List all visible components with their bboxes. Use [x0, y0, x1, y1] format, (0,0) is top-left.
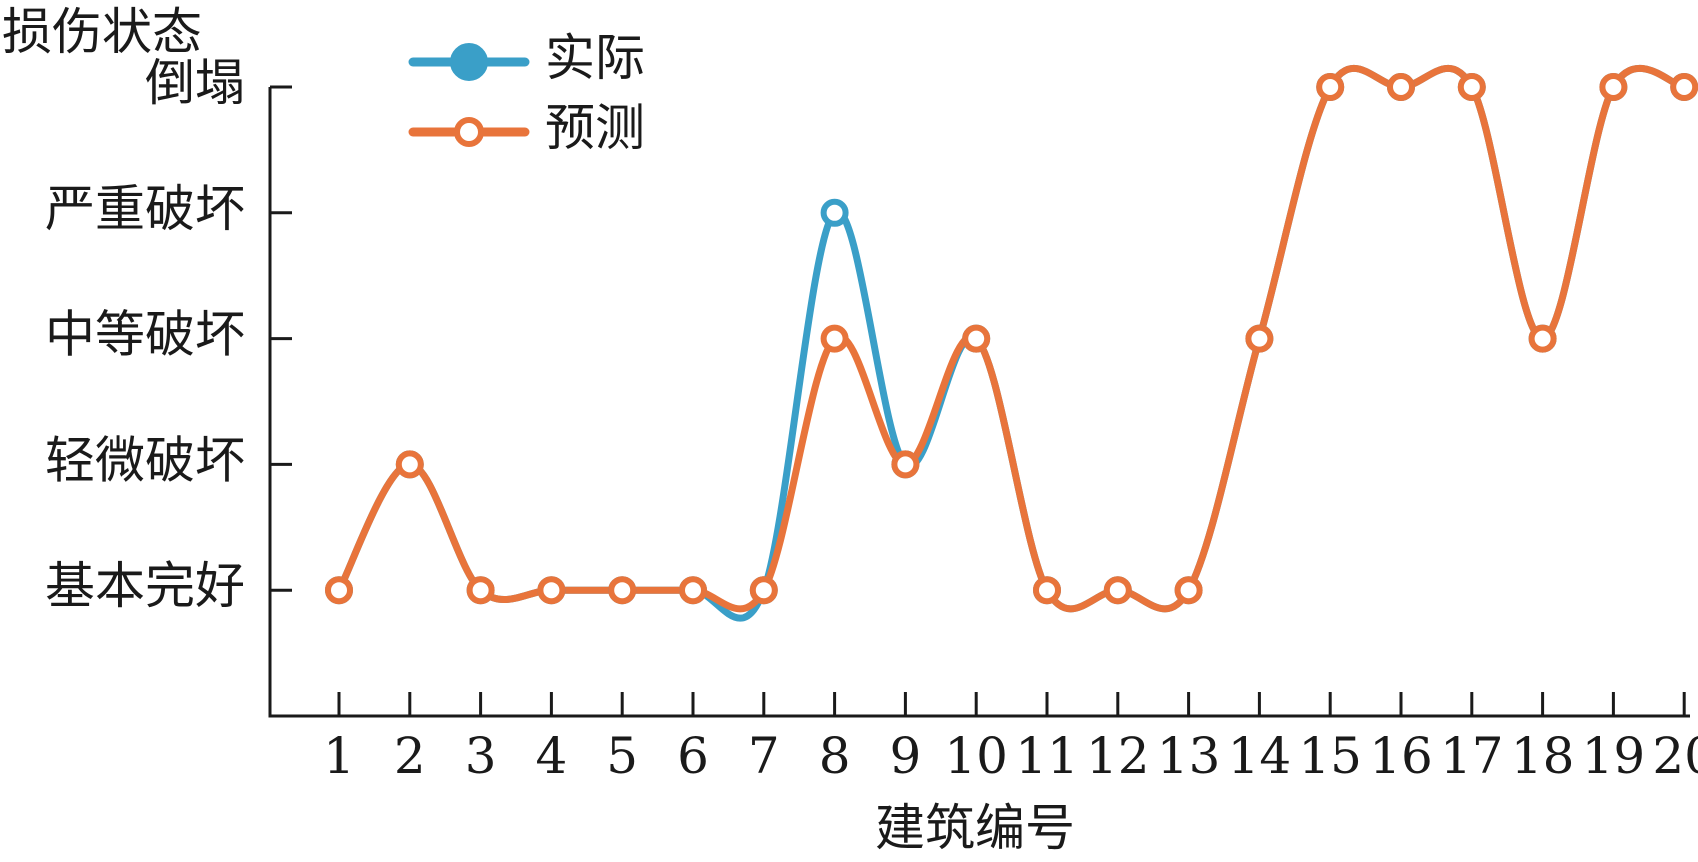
data-point [820, 324, 849, 353]
x-tick-label: 17 [1440, 727, 1504, 785]
series-line [335, 64, 1688, 613]
data-point [820, 198, 849, 227]
x-tick-label: 7 [748, 727, 780, 785]
x-tick-label: 19 [1582, 727, 1646, 785]
x-tick-label: 15 [1298, 727, 1362, 785]
x-tick-label: 13 [1157, 727, 1221, 785]
x-tick-label: 9 [889, 727, 921, 785]
y-tick-label: 基本完好 [45, 557, 245, 615]
legend-label: 预测 [545, 99, 645, 157]
data-point [1033, 576, 1061, 605]
data-point [1174, 576, 1203, 605]
x-tick-label: 4 [535, 727, 567, 785]
data-point [1670, 73, 1698, 101]
x-tick-label: 5 [606, 727, 638, 785]
data-point [608, 576, 637, 605]
x-tick-label: 12 [1086, 727, 1150, 785]
x-axis-title: 建筑编号 [875, 799, 1075, 857]
x-tick-label: 10 [944, 727, 1008, 785]
x-tick-label: 18 [1511, 727, 1575, 785]
series-line [335, 64, 1688, 622]
x-tick-label: 6 [677, 727, 709, 785]
x-tick-label: 8 [819, 727, 851, 785]
data-point [1103, 576, 1132, 605]
x-tick-label: 11 [1015, 727, 1079, 785]
data-point [1245, 324, 1274, 353]
legend-label: 实际 [545, 29, 645, 87]
data-point [466, 576, 495, 605]
data-point [1316, 73, 1345, 101]
x-tick-label: 2 [394, 727, 426, 785]
y-tick-label: 轻微破坏 [45, 431, 245, 489]
x-tick-label: 14 [1228, 727, 1292, 785]
data-point [962, 324, 991, 353]
data-point [1387, 73, 1415, 101]
x-tick-label: 20 [1652, 727, 1698, 785]
axis-line [268, 87, 1690, 718]
data-point [679, 576, 707, 605]
x-tick-label: 1 [323, 727, 355, 785]
x-tick-label: 3 [465, 727, 497, 785]
legend-marker [454, 117, 484, 147]
data-point [1457, 73, 1486, 101]
data-point [1528, 324, 1557, 353]
y-axis-title: 损伤状态 [2, 3, 202, 61]
data-point [537, 576, 566, 605]
data-point [325, 576, 353, 605]
data-point [749, 576, 778, 605]
legend-marker [450, 43, 488, 81]
data-point [395, 450, 424, 479]
data-point [891, 450, 920, 479]
x-tick-label: 16 [1369, 727, 1433, 785]
data-point [1599, 73, 1628, 101]
y-tick-label: 中等破坏 [45, 306, 245, 364]
y-tick-label: 严重破坏 [45, 180, 245, 238]
y-tick-label: 倒塌 [145, 54, 245, 112]
